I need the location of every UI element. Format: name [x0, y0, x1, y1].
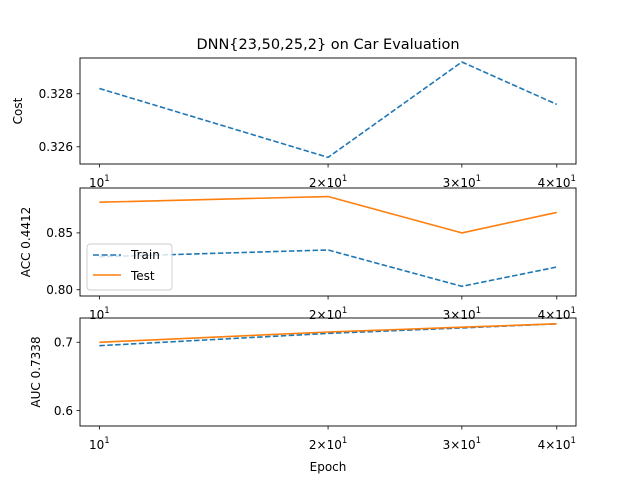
cost-y-axis-label: Cost	[11, 97, 25, 124]
auc-test-line	[99, 323, 557, 344]
auc-y-tick-label: 0.6	[54, 404, 73, 418]
acc-ticks: 101 2×101 3×101 4×101 0.80 0.85	[46, 226, 576, 322]
cost-y-tick-label: 0.328	[39, 87, 73, 101]
auc-x-tick-label: 4×101	[538, 436, 576, 452]
cost-x-tick-label: 101	[89, 174, 110, 190]
auc-y-axis-label: AUC 0.7338	[29, 336, 43, 407]
auc-plot-layer	[99, 323, 557, 347]
acc-x-tick-label: 101	[89, 306, 110, 322]
auc-x-tick-label: 101	[89, 436, 110, 452]
auc-x-tick-label: 3×101	[443, 436, 481, 452]
auc-panel: 101 2×101 3×101 4×101 0.6 0.7 AUC 0.7338 Epoc…	[29, 317, 577, 474]
auc-y-tick-label: 0.7	[54, 336, 73, 350]
acc-x-tick-label: 3×101	[443, 306, 481, 322]
acc-test-line	[99, 195, 557, 234]
acc-panel: 101 2×101 3×101 4×101 0.80 0.85 ACC 0.4412 Tr…	[19, 187, 577, 322]
auc-train-line	[99, 323, 557, 347]
cost-plot-layer	[99, 61, 558, 159]
acc-y-tick-label: 0.80	[46, 283, 73, 297]
legend-box	[86, 243, 173, 291]
legend-train-label: Train	[130, 248, 160, 262]
acc-x-tick-label: 4×101	[538, 306, 576, 322]
acc-train-line	[99, 249, 557, 288]
x-axis-label-epoch: Epoch	[310, 460, 347, 474]
cost-y-tick-label: 0.326	[39, 140, 73, 154]
legend-test-label: Test	[130, 269, 155, 283]
chart-title: DNN{23,50,25,2} on Car Evaluation	[196, 37, 459, 53]
cost-x-tick-label: 4×101	[538, 174, 576, 190]
acc-x-tick-label: 2×101	[309, 306, 347, 322]
cost-x-tick-label: 3×101	[443, 174, 481, 190]
cost-panel: 101 2×101 3×101 4×101 0.326 0.328 Cost	[11, 57, 577, 190]
cost-train-line	[99, 61, 558, 159]
auc-x-tick-label: 2×101	[309, 436, 347, 452]
cost-x-tick-label: 2×101	[309, 174, 347, 190]
acc-y-tick-label: 0.85	[46, 226, 73, 240]
cost-ticks: 101 2×101 3×101 4×101 0.326 0.328	[39, 87, 576, 190]
acc-plot-layer	[99, 195, 557, 288]
acc-legend: Train Test	[86, 243, 173, 291]
auc-ticks: 101 2×101 3×101 4×101 0.6 0.7	[54, 336, 576, 452]
acc-y-axis-label: ACC 0.4412	[19, 207, 33, 278]
